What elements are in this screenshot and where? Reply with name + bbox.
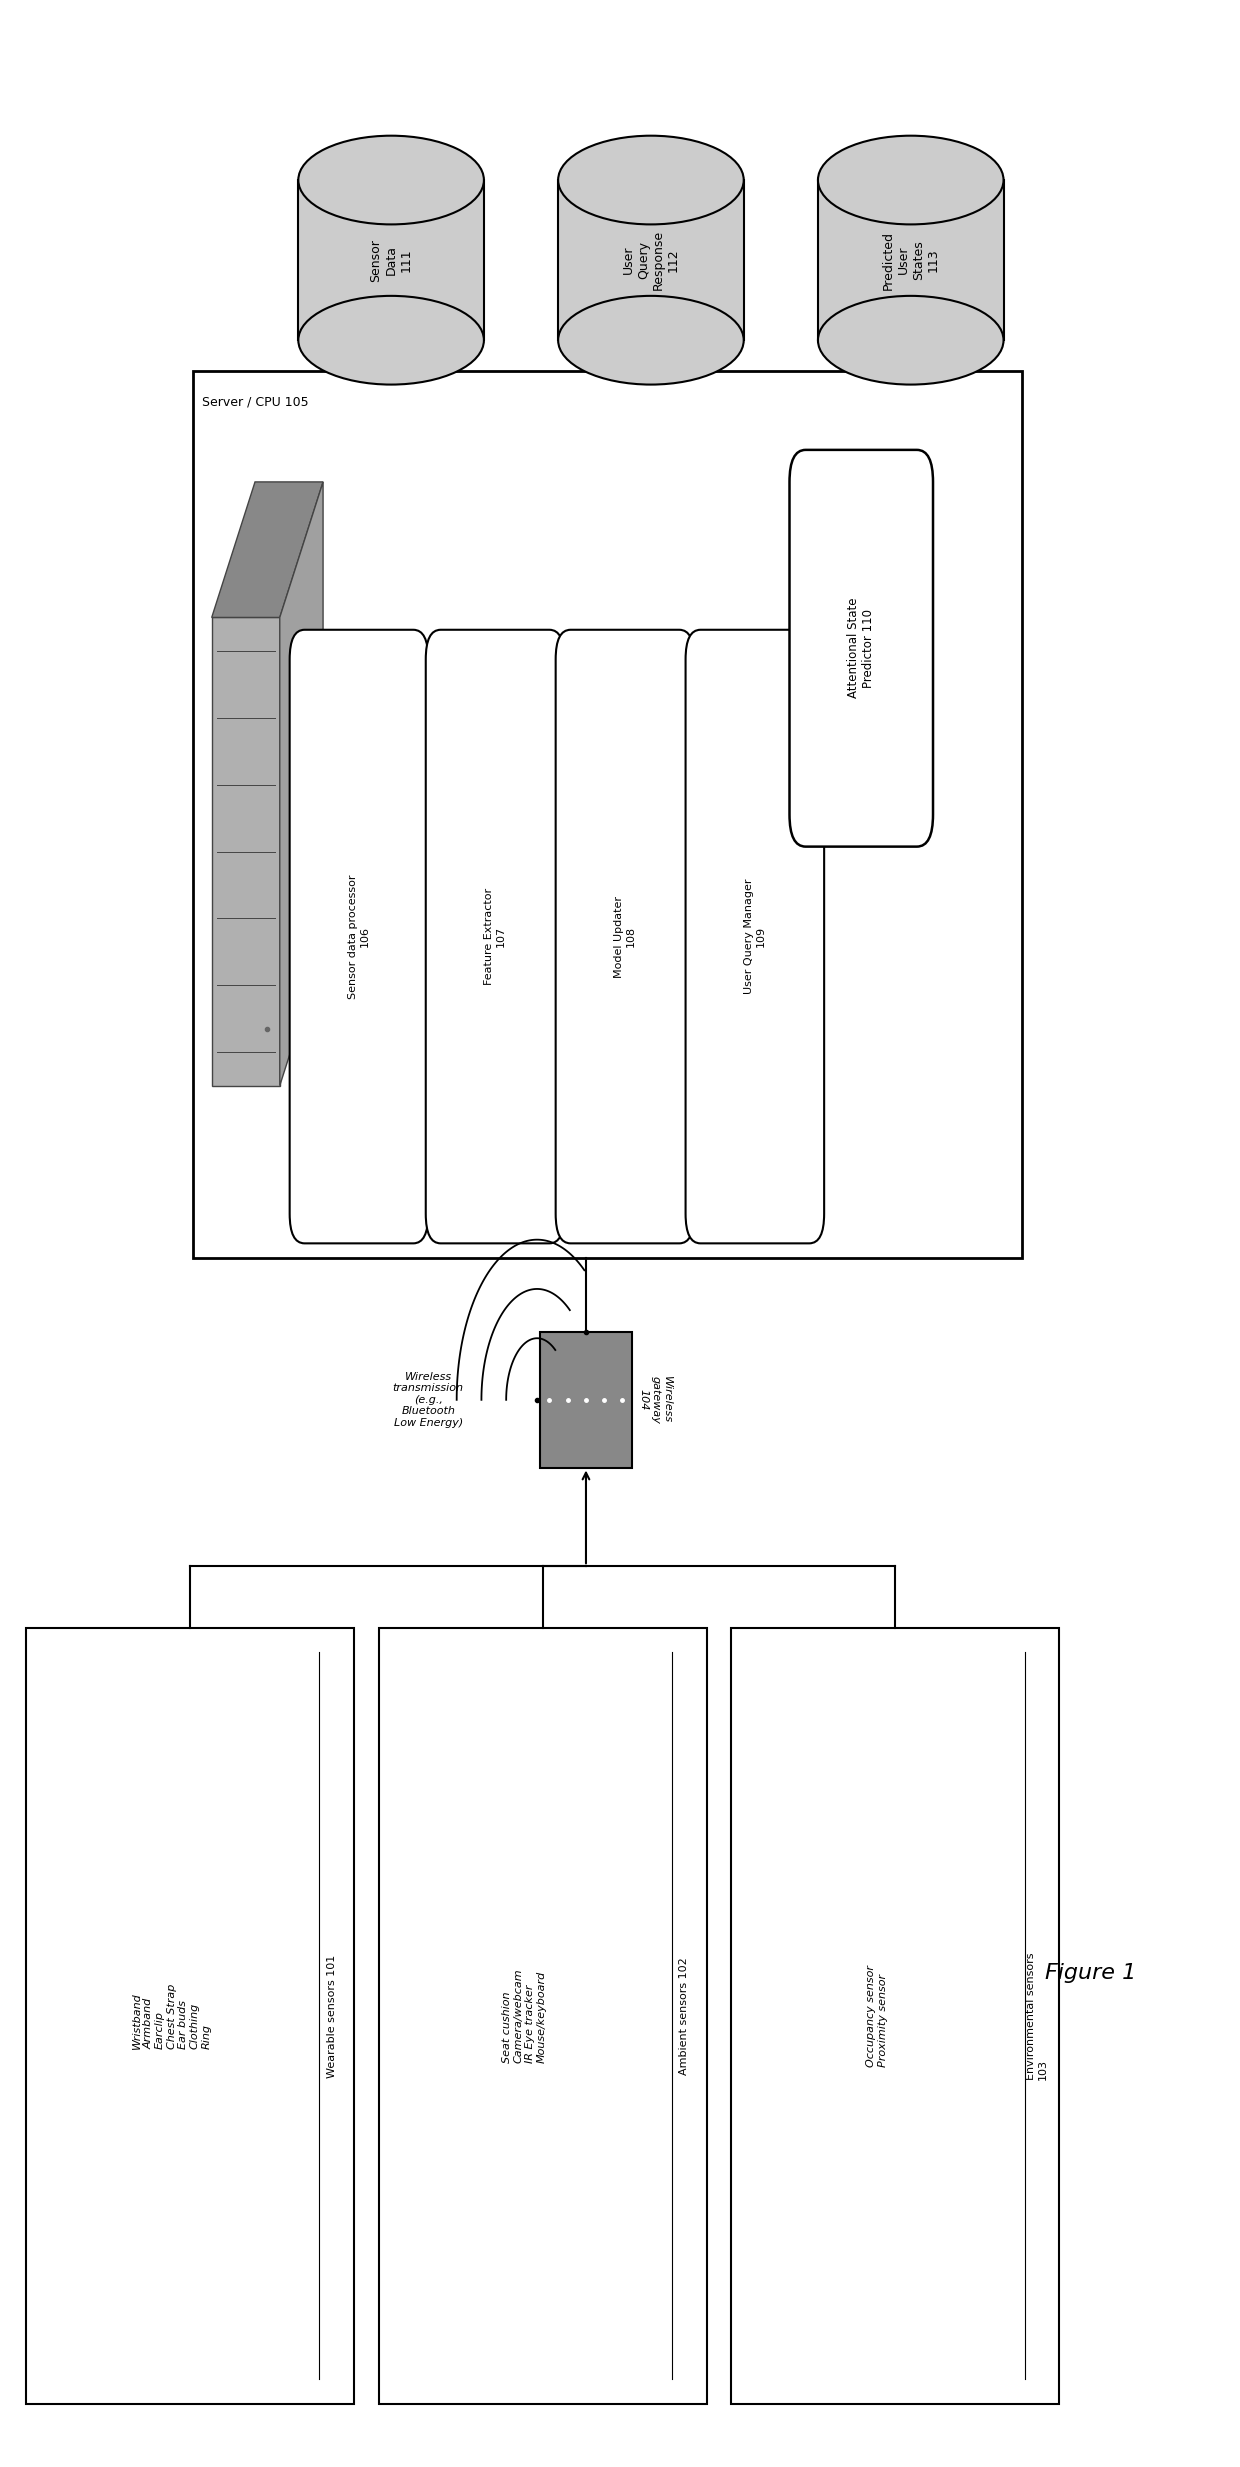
Polygon shape [212,481,324,617]
Bar [193,370,1022,1258]
Text: Occupancy sensor
Proximity sensor: Occupancy sensor Proximity sensor [866,1964,888,2067]
Text: Wireless
gateway
104: Wireless gateway 104 [639,1377,672,1423]
Text: Environmental sensors
103: Environmental sensors 103 [1027,1951,1048,2080]
FancyBboxPatch shape [686,629,825,1243]
Polygon shape [212,617,280,1085]
Bar [732,1628,1059,2403]
Text: Sensor
Data
111: Sensor Data 111 [370,239,413,281]
Ellipse shape [818,296,1003,385]
Bar [558,180,744,340]
Text: Figure 1: Figure 1 [1044,1964,1136,1983]
Text: Sensor data processor
106: Sensor data processor 106 [348,873,370,999]
Text: Wearable sensors 101: Wearable sensors 101 [326,1954,337,2077]
Text: Seat cushion
Camera/webcam
IR Eye tracker
Mouse/keyboard: Seat cushion Camera/webcam IR Eye tracke… [502,1969,547,2062]
Text: Feature Extractor
107: Feature Extractor 107 [485,888,506,984]
Text: User
Query
Response
112: User Query Response 112 [622,229,680,291]
Text: User Query Manager
109: User Query Manager 109 [744,878,765,994]
Text: Model Updater
108: Model Updater 108 [614,896,636,977]
FancyBboxPatch shape [290,629,428,1243]
Text: Wireless
transmission
(e.g.,
Bluetooth
Low Energy): Wireless transmission (e.g., Bluetooth L… [393,1372,464,1428]
Bar [378,1628,707,2403]
Text: Ambient sensors 102: Ambient sensors 102 [680,1956,689,2075]
FancyBboxPatch shape [790,449,932,846]
Text: Server / CPU 105: Server / CPU 105 [202,395,309,410]
Ellipse shape [558,136,744,224]
Bar [539,1332,632,1468]
Text: Wristband
Armband
Earclip
Chest Strap
Ear buds
Clothing
Ring: Wristband Armband Earclip Chest Strap Ea… [131,1983,211,2048]
Text: Predicted
User
States
113: Predicted User States 113 [882,229,940,289]
Bar [818,180,1003,340]
FancyBboxPatch shape [556,629,694,1243]
Ellipse shape [818,136,1003,224]
Ellipse shape [299,136,484,224]
Text: Attentional State
Predictor 110: Attentional State Predictor 110 [847,597,875,698]
FancyBboxPatch shape [425,629,564,1243]
Bar [26,1628,353,2403]
Bar [299,180,484,340]
Ellipse shape [558,296,744,385]
Polygon shape [280,481,324,1085]
Ellipse shape [299,296,484,385]
